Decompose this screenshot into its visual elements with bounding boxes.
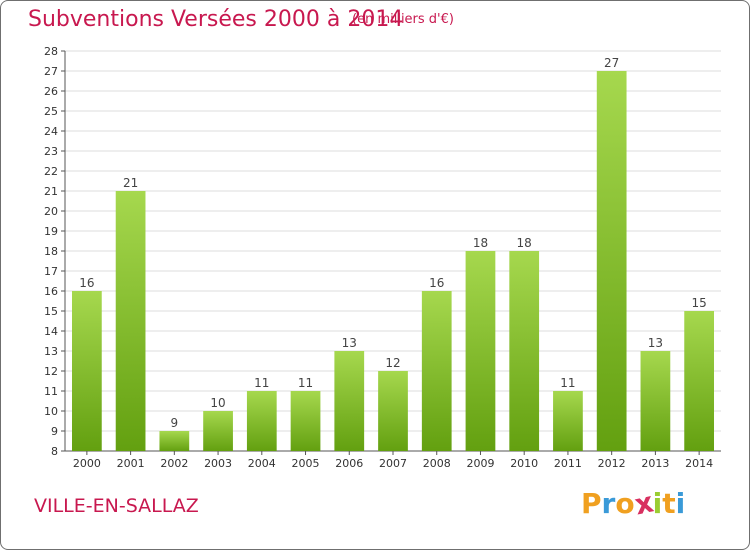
y-tick-label: 9 — [51, 425, 58, 438]
data-label: 16 — [79, 276, 94, 290]
bar-2012 — [596, 71, 627, 451]
logo-letter: P — [581, 487, 602, 520]
data-label: 11 — [298, 376, 313, 390]
bar-2014 — [684, 311, 715, 451]
y-tick-label: 20 — [44, 205, 58, 218]
y-tick-label: 8 — [51, 445, 58, 458]
data-label: 11 — [254, 376, 269, 390]
data-label: 12 — [385, 356, 400, 370]
bar-2007 — [378, 371, 408, 451]
chart-title: Subventions Versées 2000 à 2014 — [28, 7, 404, 32]
y-tick-label: 16 — [44, 285, 58, 298]
x-tick-label: 2010 — [510, 457, 538, 470]
x-tick-label: 2004 — [248, 457, 276, 470]
y-tick-label: 11 — [44, 385, 58, 398]
y-tick-label: 10 — [44, 405, 58, 418]
y-tick-label: 13 — [44, 345, 58, 358]
data-label: 11 — [560, 376, 575, 390]
bars — [71, 71, 715, 451]
y-tick-label: 27 — [44, 65, 58, 78]
bar-2009 — [465, 251, 496, 451]
logo-letter: i — [652, 487, 663, 520]
data-label: 10 — [210, 396, 225, 410]
data-label: 18 — [473, 236, 488, 250]
y-tick-label: 26 — [44, 85, 58, 98]
x-tick-labels: 2000 2001 2002 2003 2004 2005 2006 2007 2008 2009… — [73, 457, 713, 470]
data-label: 16 — [429, 276, 444, 290]
data-label: 15 — [691, 296, 706, 310]
bar-2013 — [640, 351, 671, 451]
data-label: 21 — [123, 176, 138, 190]
data-label: 13 — [648, 336, 663, 350]
bar-2006 — [334, 351, 365, 451]
y-tick-label: 28 — [44, 45, 58, 58]
x-tick-label: 2011 — [554, 457, 582, 470]
data-labels: 16 21 9 10 11 11 13 12 16 18 18 11 27 13 15 — [79, 56, 707, 430]
bar-2000 — [71, 291, 102, 451]
chart-unit: (en milliers d'€) — [352, 12, 454, 27]
bar-2011 — [553, 391, 583, 451]
y-tick-label: 18 — [44, 245, 58, 258]
data-label: 27 — [604, 56, 619, 70]
x-tick-label: 2002 — [160, 457, 188, 470]
logo-letter: t — [662, 487, 676, 520]
x-tick-label: 2007 — [379, 457, 407, 470]
x-tick-label: 2003 — [204, 457, 232, 470]
bar-2008 — [421, 291, 452, 451]
y-tick-label: 24 — [44, 125, 58, 138]
y-tick-label: 14 — [44, 325, 58, 338]
bar-2001 — [115, 191, 146, 451]
bar-2005 — [290, 391, 321, 451]
data-label: 9 — [171, 416, 179, 430]
proxiti-logo: Proxiti — [581, 485, 686, 521]
y-tick-label: 23 — [44, 145, 58, 158]
bar-2004 — [246, 391, 277, 451]
y-tick-label: 22 — [44, 165, 58, 178]
y-tick-label: 25 — [44, 105, 58, 118]
x-tick-label: 2001 — [117, 457, 145, 470]
x-tick-label: 2013 — [641, 457, 669, 470]
x-tick-label: 2014 — [685, 457, 713, 470]
logo-letter: i — [675, 487, 686, 520]
x-tick-label: 2000 — [73, 457, 101, 470]
bar-2010 — [509, 251, 540, 451]
x-tick-label: 2012 — [598, 457, 626, 470]
data-label: 18 — [517, 236, 532, 250]
x-tick-label: 2006 — [335, 457, 363, 470]
y-tick-label: 12 — [44, 365, 58, 378]
y-tick-label: 17 — [44, 265, 58, 278]
bar-2002 — [159, 431, 190, 451]
x-tick-label: 2008 — [423, 457, 451, 470]
commune-name: VILLE-EN-SALLAZ — [34, 495, 199, 517]
y-tick-label: 19 — [44, 225, 58, 238]
y-tick-label: 15 — [44, 305, 58, 318]
logo-letter: o — [615, 487, 635, 520]
y-tick-label: 21 — [44, 185, 58, 198]
data-label: 13 — [342, 336, 357, 350]
logo-letter: r — [601, 487, 616, 520]
y-tick-labels: 8 9 10 11 12 13 14 15 16 17 18 19 20 21 22 23 24 25 26 27 28 — [44, 45, 58, 458]
bar-2003 — [203, 411, 233, 451]
x-tick-label: 2005 — [292, 457, 320, 470]
x-tick-label: 2009 — [466, 457, 494, 470]
